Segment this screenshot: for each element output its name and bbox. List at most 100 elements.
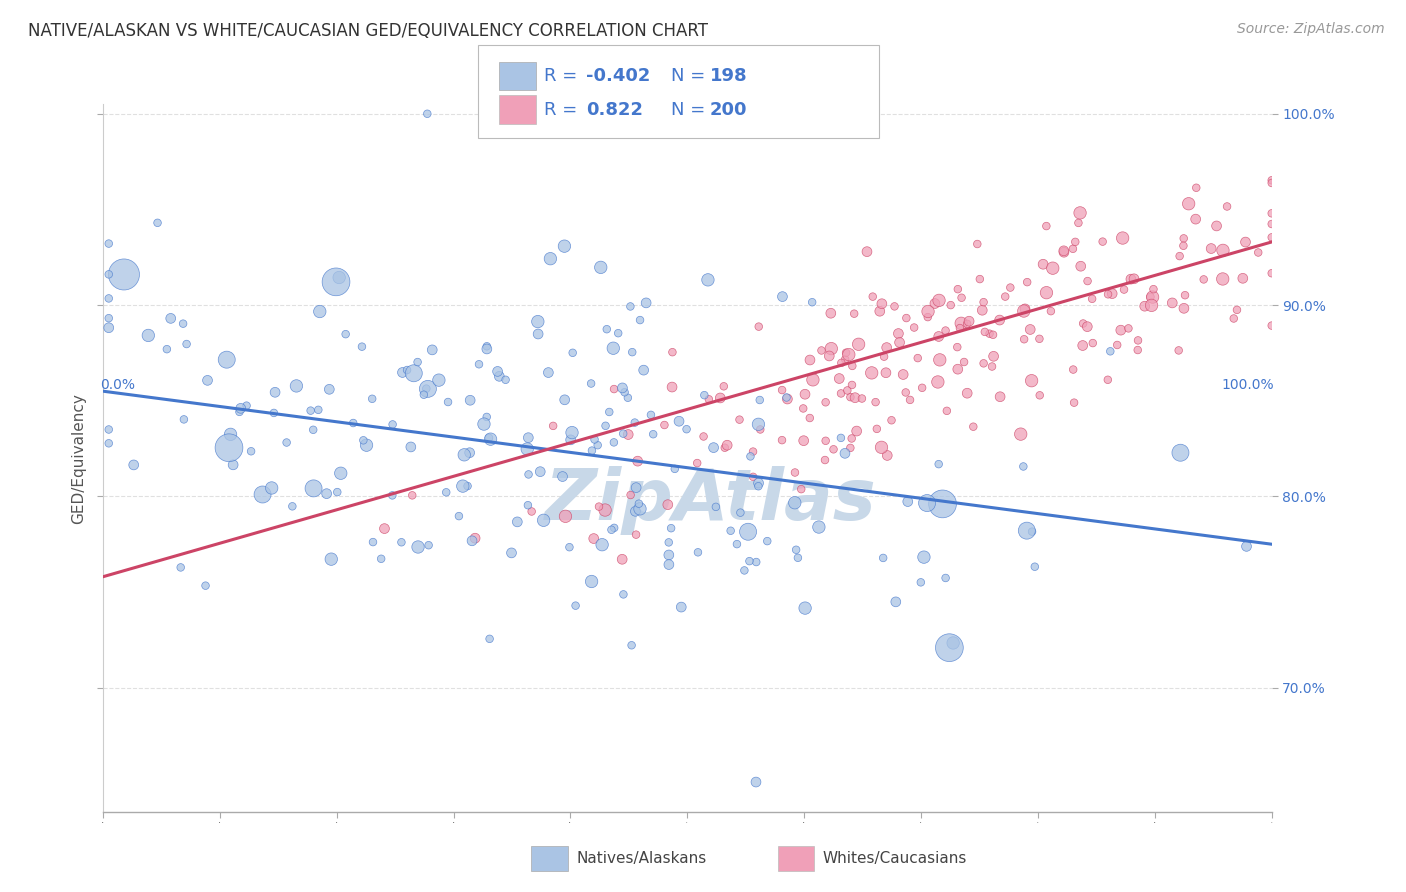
Point [869,304,891,318]
Point [1012,304,1035,318]
Point [264,385,287,400]
Point [686,456,709,470]
Point [560,433,582,447]
Point [1039,304,1062,318]
Point [747,479,769,493]
Point [794,387,817,401]
Point [554,392,576,407]
Point [97,436,120,450]
Point [728,412,751,426]
Point [564,599,586,613]
Point [668,414,690,428]
Point [770,433,793,447]
Point [910,575,932,590]
Point [935,324,957,338]
Point [917,304,939,318]
Point [928,352,950,367]
Point [972,303,994,318]
Point [621,345,644,359]
Point [1173,231,1195,245]
Point [866,422,889,436]
Point [391,366,413,380]
Point [228,405,250,419]
Point [838,348,860,362]
Point [1021,374,1043,388]
Point [620,488,643,502]
Point [928,457,950,471]
Point [457,479,479,493]
Point [1017,275,1039,289]
Point [845,424,868,438]
Point [873,350,896,364]
Point [527,326,550,341]
Point [742,444,765,458]
Point [844,391,866,405]
Point [451,479,474,493]
Point [468,357,491,371]
Point [654,417,676,432]
Point [381,488,404,502]
Point [1035,285,1057,300]
Point [889,335,911,350]
Point [1205,219,1227,233]
Point [924,296,946,310]
Point [612,587,634,601]
Point [748,476,770,491]
Point [671,600,693,615]
Point [692,429,714,443]
Point [583,433,606,447]
Point [697,273,720,287]
Point [938,640,960,655]
Point [97,311,120,326]
Point [401,488,423,502]
Point [533,513,555,527]
Point [612,426,634,441]
Point [783,466,806,480]
Point [957,314,980,328]
Point [416,107,439,121]
Text: 198: 198 [710,67,748,85]
Point [896,311,918,326]
Point [416,382,439,396]
Point [1118,321,1140,335]
Point [633,363,655,377]
Point [835,345,858,359]
Point [434,485,457,500]
Text: 200: 200 [710,101,748,119]
Point [402,366,425,380]
Point [159,311,181,326]
Point [240,444,263,458]
Point [659,521,682,535]
Point [1260,217,1282,231]
Point [586,438,609,452]
Point [748,392,770,407]
Point [1212,272,1234,286]
Point [252,487,274,501]
Point [475,339,498,353]
Point [981,327,1004,342]
Point [1109,323,1132,337]
Point [302,482,325,496]
Point [686,545,709,559]
Point [713,441,735,455]
Point [219,427,242,442]
Point [820,306,842,320]
Point [617,391,640,405]
Point [1076,319,1098,334]
Point [318,382,340,396]
Point [328,270,350,285]
Point [860,366,883,380]
Point [865,395,887,409]
Point [783,496,806,510]
Point [308,304,330,318]
Point [579,376,602,391]
Point [979,326,1001,341]
Point [875,366,897,380]
Point [830,356,852,370]
Point [475,409,498,424]
Point [406,540,429,554]
Point [453,448,475,462]
Point [841,432,863,446]
Point [828,371,851,385]
Point [370,551,392,566]
